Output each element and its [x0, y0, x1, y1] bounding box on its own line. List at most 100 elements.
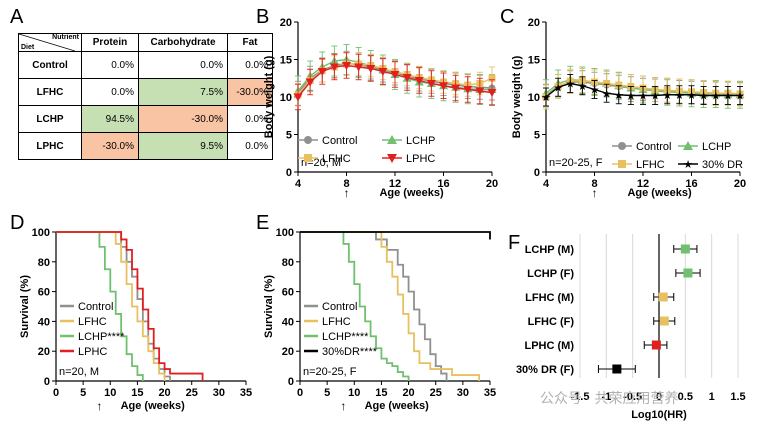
age-arrow: ↑ [96, 399, 102, 413]
survival-step [300, 231, 491, 240]
data-point [305, 78, 315, 87]
legend-entry: LPHC [60, 346, 107, 358]
survival-30dr [300, 231, 491, 240]
row-diet-label: Control [18, 51, 82, 79]
legend-label: LCHP**** [322, 331, 369, 343]
table-cell: 9.5% [138, 132, 228, 160]
y-axis-label: Body weight (g) [511, 55, 523, 138]
data-point [354, 63, 364, 72]
hr-point [680, 244, 690, 254]
row-label: LCHP (F) [527, 268, 574, 280]
x-axis-label: Log10(HR) [631, 409, 687, 421]
y-tick-label: 0 [534, 167, 540, 179]
y-tick-label: 20 [282, 346, 294, 358]
x-tick-label: 10 [104, 387, 116, 399]
x-axis-label: Age (weeks) [379, 187, 444, 199]
survival-step [300, 231, 448, 381]
hr-point [658, 292, 668, 302]
legend-entry: Control [612, 141, 671, 153]
survival-lchp [300, 231, 410, 381]
data-point [304, 136, 312, 144]
data-point [378, 68, 388, 76]
survival-step [300, 231, 481, 381]
x-axis-label: Age (weeks) [627, 187, 692, 199]
legend-entry: Control [60, 301, 113, 313]
legend-label: LFHC [322, 153, 351, 165]
legend-entry: LCHP [678, 141, 731, 153]
survival-step [56, 231, 166, 381]
legend-entry: Control [304, 301, 357, 313]
legend-label: Control [636, 141, 671, 153]
series-30dr: ★★ ★ ★ ★ ★ ★ ★ ★ ★ ★ ★ ★ ★ ★ ★ ★ [541, 74, 745, 107]
row-diet-label: LFHC [18, 78, 82, 106]
y-tick-label: 60 [282, 287, 294, 299]
x-axis-label: Age (weeks) [365, 400, 430, 412]
survival-step [56, 231, 204, 381]
x-tick-label: 16 [685, 178, 697, 190]
x-tick-label: 30 [457, 387, 469, 399]
n-annotation: n=20-25, F [549, 157, 603, 169]
data-point: ★ [577, 80, 587, 93]
x-tick-label: 12 [637, 178, 649, 190]
data-point: ★ [638, 90, 648, 103]
legend-label: 30%DR**** [322, 346, 378, 358]
data-point: ★ [735, 90, 745, 103]
hr-point [651, 340, 661, 350]
panel-label-b: B [256, 6, 270, 28]
legend-label: LFHC [322, 316, 351, 328]
data-point: ★ [553, 81, 563, 94]
panel-label-d: D [10, 212, 25, 234]
data-point [304, 154, 312, 162]
y-tick-label: 100 [276, 227, 294, 239]
x-tick-label: 4 [295, 178, 302, 190]
nutrient-table: Nutrient Diet Protein Carbohydrate Fat C… [18, 33, 273, 160]
legend-entry: LCHP**** [60, 331, 125, 343]
data-point [293, 93, 303, 102]
data-point [402, 74, 412, 82]
y-tick-label: 0 [288, 376, 294, 388]
y-tick-label: 40 [282, 316, 294, 328]
table-row: Control 0.0% 0.0% 0.0% [18, 51, 273, 79]
data-point: ★ [683, 158, 693, 171]
corner-diagonal [19, 34, 75, 51]
x-tick-label: 0 [297, 387, 303, 399]
y-tick-label: 100 [32, 227, 50, 239]
data-point: ★ [699, 90, 709, 103]
x-tick-label: 0 [53, 387, 59, 399]
data-point [414, 77, 424, 85]
x-tick-label: 20 [158, 387, 170, 399]
y-tick-label: 80 [38, 257, 50, 269]
x-tick-label: 15 [375, 387, 387, 399]
y-tick-label: 20 [528, 17, 540, 29]
corner-nutrient: Nutrient [52, 34, 79, 41]
y-tick-label: 20 [280, 17, 292, 29]
x-tick-label: 25 [430, 387, 442, 399]
data-point [439, 82, 448, 91]
legend-label: Control [78, 301, 113, 313]
x-tick-label: 25 [186, 387, 198, 399]
y-tick-label: 5 [534, 130, 540, 142]
data-point [683, 141, 693, 150]
y-axis-label: Survival (%) [19, 275, 31, 338]
x-tick-label: 0.5 [678, 391, 693, 403]
y-tick-label: 60 [38, 287, 50, 299]
table-row: LFHC 0.0% 7.5% -30.0% [18, 78, 273, 106]
forest-row: LPHC (M) [525, 340, 668, 352]
row-label: LCHP (M) [525, 244, 575, 256]
x-tick-label: 30 [213, 387, 225, 399]
data-point: ★ [650, 90, 660, 103]
y-tick-label: 5 [286, 130, 292, 142]
x-tick-label: 20 [734, 178, 746, 190]
data-point [618, 160, 626, 168]
legend-label: LFHC [78, 316, 107, 328]
age-arrow: ↑ [344, 186, 350, 200]
data-point: ★ [590, 84, 600, 97]
y-tick-label: 10 [528, 92, 540, 104]
table-cell: 0.0% [227, 132, 273, 160]
panel-label-c: C [500, 6, 515, 28]
data-point [342, 62, 351, 70]
data-point: ★ [687, 89, 697, 102]
series-lphc [293, 52, 497, 111]
table-cell: 7.5% [138, 78, 228, 106]
y-axis-label: Body weight (g) [263, 55, 275, 138]
